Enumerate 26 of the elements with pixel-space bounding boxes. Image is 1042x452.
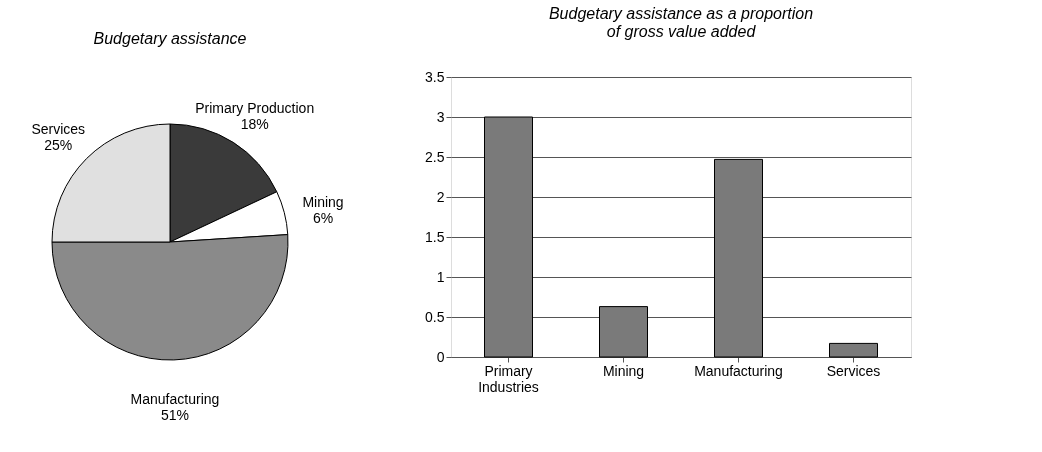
y-tick-label: 3 — [436, 108, 445, 125]
data-label: 51% — [160, 406, 189, 423]
data-label: 25% — [44, 137, 73, 154]
y-tick-label: 2 — [436, 188, 445, 205]
bar — [484, 116, 533, 358]
chart-title: Budgetary assistance — [93, 30, 247, 47]
y-tick-label: 3.5 — [425, 68, 445, 85]
slice-label: Mining — [302, 193, 344, 210]
slice-label: Services — [31, 121, 86, 138]
y-tick-label: 0 — [436, 348, 445, 365]
x-tick-label: Services — [826, 362, 881, 379]
data-label: 18% — [240, 115, 269, 132]
bar — [714, 158, 763, 358]
slice-label: Manufacturing — [130, 390, 220, 407]
y-tick-label: 1 — [436, 268, 445, 285]
data-label: 6% — [312, 209, 334, 226]
y-tick-label: 0.5 — [425, 308, 445, 325]
x-tick-label: Primary Industries — [478, 362, 539, 395]
x-tick-label: Manufacturing — [694, 362, 783, 379]
x-tick-label: Mining — [602, 362, 645, 379]
bar — [829, 342, 878, 358]
y-tick-label: 1.5 — [425, 228, 445, 245]
y-tick-label: 2.5 — [425, 148, 445, 165]
bar — [599, 306, 648, 358]
slice-label: Primary Production — [195, 99, 315, 116]
chart-title: Budgetary assistance as a proportion of gross value added — [548, 5, 814, 40]
